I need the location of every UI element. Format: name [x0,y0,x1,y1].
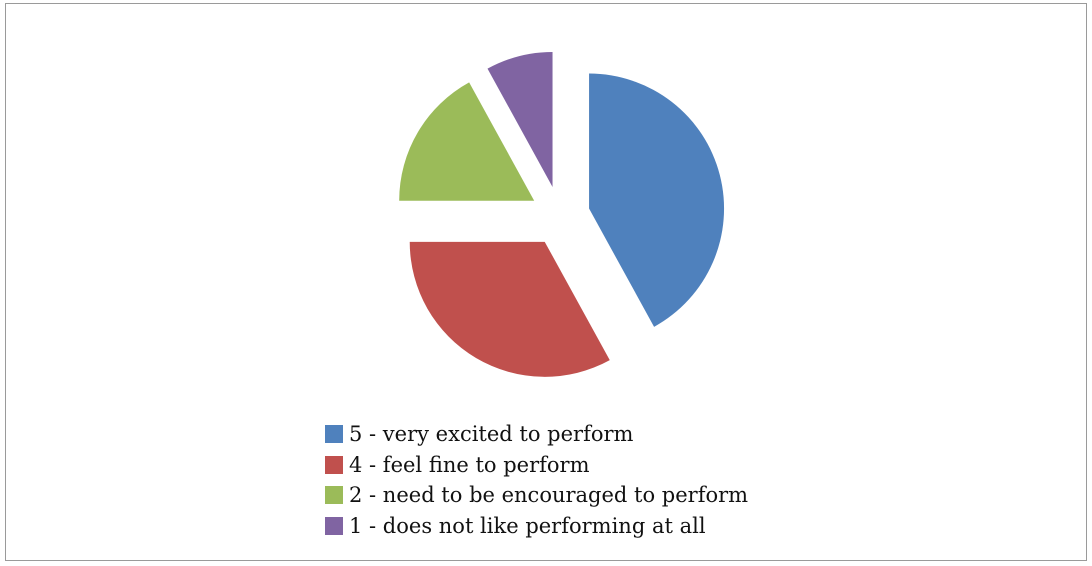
legend-label: 1 - does not like performing at all [349,513,706,538]
legend-item: 1 - does not like performing at all [325,511,748,542]
legend-label: 5 - very excited to perform [349,422,634,447]
legend: 5 - very excited to perform 4 - feel fin… [325,419,748,541]
pie-slice [589,73,725,327]
legend-item: 2 - need to be encouraged to perform [325,480,748,511]
pie-slice [399,82,535,201]
legend-label: 2 - need to be encouraged to perform [349,483,749,508]
pie-slice [409,241,610,377]
legend-swatch [325,455,343,474]
legend-swatch [325,486,343,505]
legend-item: 5 - very excited to perform [325,419,748,450]
legend-label: 4 - feel fine to perform [349,452,590,477]
legend-swatch [325,425,343,444]
legend-swatch [325,516,343,535]
pie-slice [487,51,553,187]
legend-item: 4 - feel fine to perform [325,450,748,481]
